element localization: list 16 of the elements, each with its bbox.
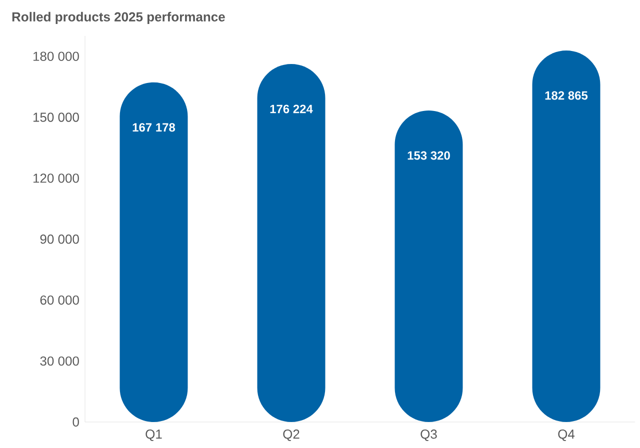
y-tick-label: 150 000 [33,112,79,122]
chart-title: Rolled products 2025 performance [12,12,225,24]
y-tick-label: 0 [72,417,79,427]
x-tick-label: Q2 [283,430,300,442]
y-tick-label: 60 000 [40,296,79,305]
x-tick-label: Q4 [558,430,575,442]
x-tick-label: Q3 [420,430,437,442]
data-label: 153 320 [408,151,450,160]
y-tick-label: 180 000 [33,52,79,61]
data-label: 167 178 [132,123,176,132]
y-tick-label: 120 000 [33,174,79,183]
y-tick-label: 90 000 [40,234,79,244]
data-label: 182 865 [545,91,588,100]
data-label: 176 224 [270,104,313,114]
x-tick-label: Q1 [146,430,162,442]
y-tick-label: 30 000 [40,356,79,366]
